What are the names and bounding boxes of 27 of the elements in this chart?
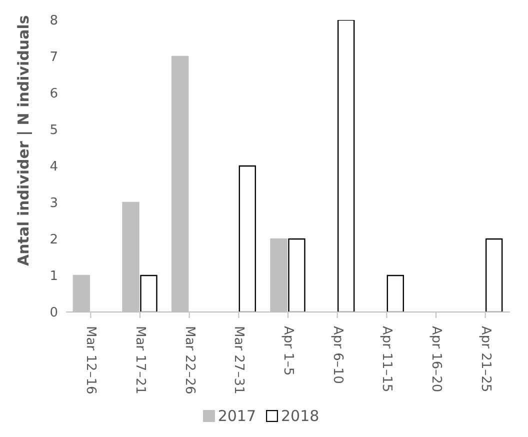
y-tick-label: 1 xyxy=(50,269,58,284)
x-tick-label: Mar 17–21 xyxy=(132,326,148,394)
y-tick-label: 6 xyxy=(50,86,58,102)
y-tick-label: 7 xyxy=(50,50,58,66)
bar xyxy=(485,238,503,312)
legend-label: 2018 xyxy=(280,407,320,425)
x-tick-label: Apr 21–25 xyxy=(478,326,493,392)
bar xyxy=(140,274,158,312)
x-tick-label: Mar 12–16 xyxy=(83,326,98,394)
y-tick-label: 8 xyxy=(50,14,58,29)
y-tick-label: 0 xyxy=(50,306,58,321)
x-tick-label: Apr 16–20 xyxy=(428,326,444,392)
y-tick-label: 5 xyxy=(50,123,58,138)
x-tick-label: Mar 22–26 xyxy=(182,326,197,394)
legend-label: 2017 xyxy=(216,407,256,425)
y-axis-title: Antal individer | N individuals xyxy=(14,15,32,266)
x-tick-label: Apr 11–15 xyxy=(379,326,394,392)
bar xyxy=(288,238,306,312)
x-tick-label: Apr 6–10 xyxy=(330,326,345,384)
x-tick-label: Apr 1–5 xyxy=(280,326,296,376)
y-tick-label: 4 xyxy=(50,160,58,175)
bar xyxy=(238,165,256,312)
x-tick-label: Mar 27–31 xyxy=(231,326,246,394)
y-tick-label: 3 xyxy=(50,196,58,212)
y-tick-label: 2 xyxy=(50,232,58,248)
bar xyxy=(386,274,404,312)
bar xyxy=(337,20,355,312)
